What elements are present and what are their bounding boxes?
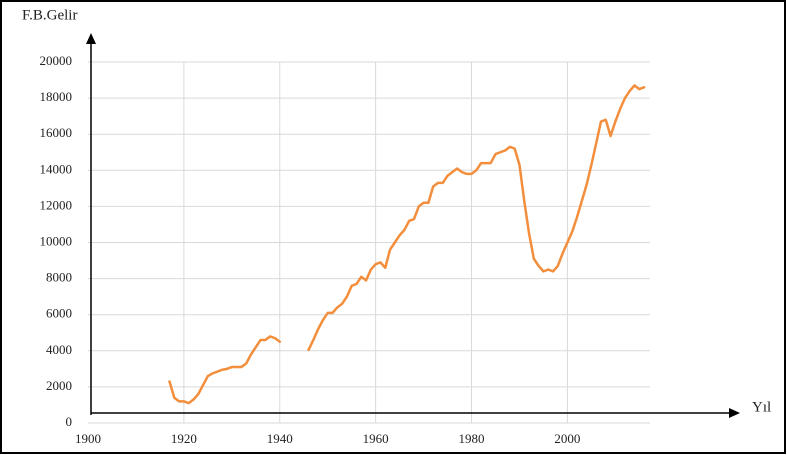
x-tick-label: 1900 <box>75 431 101 446</box>
y-tick-label: 0 <box>66 414 73 429</box>
y-tick-label: 14000 <box>40 161 73 176</box>
y-tick-label: 8000 <box>46 270 72 285</box>
x-tick-label: 1940 <box>267 431 293 446</box>
y-tick-label: 18000 <box>40 89 73 104</box>
x-axis-arrow <box>729 408 740 418</box>
x-axis-label: Yıl <box>752 399 771 415</box>
y-tick-label: 16000 <box>40 125 73 140</box>
line <box>168 84 646 405</box>
x-tick-label: 1960 <box>363 431 389 446</box>
y-axis-label: F.B.Gelir <box>22 7 77 23</box>
y-tick-label: 10000 <box>40 233 73 248</box>
y-tick-label: 12000 <box>40 197 73 212</box>
x-tick-label: 1920 <box>171 431 197 446</box>
y-tick-label: 6000 <box>46 306 72 321</box>
y-tick-label: 20000 <box>40 53 73 68</box>
y-axis-arrow <box>86 33 96 44</box>
x-tick-label: 2000 <box>554 431 580 446</box>
y-tick-label: 4000 <box>46 342 72 357</box>
y-tick-label: 2000 <box>46 378 72 393</box>
x-tick-label: 1980 <box>459 431 485 446</box>
